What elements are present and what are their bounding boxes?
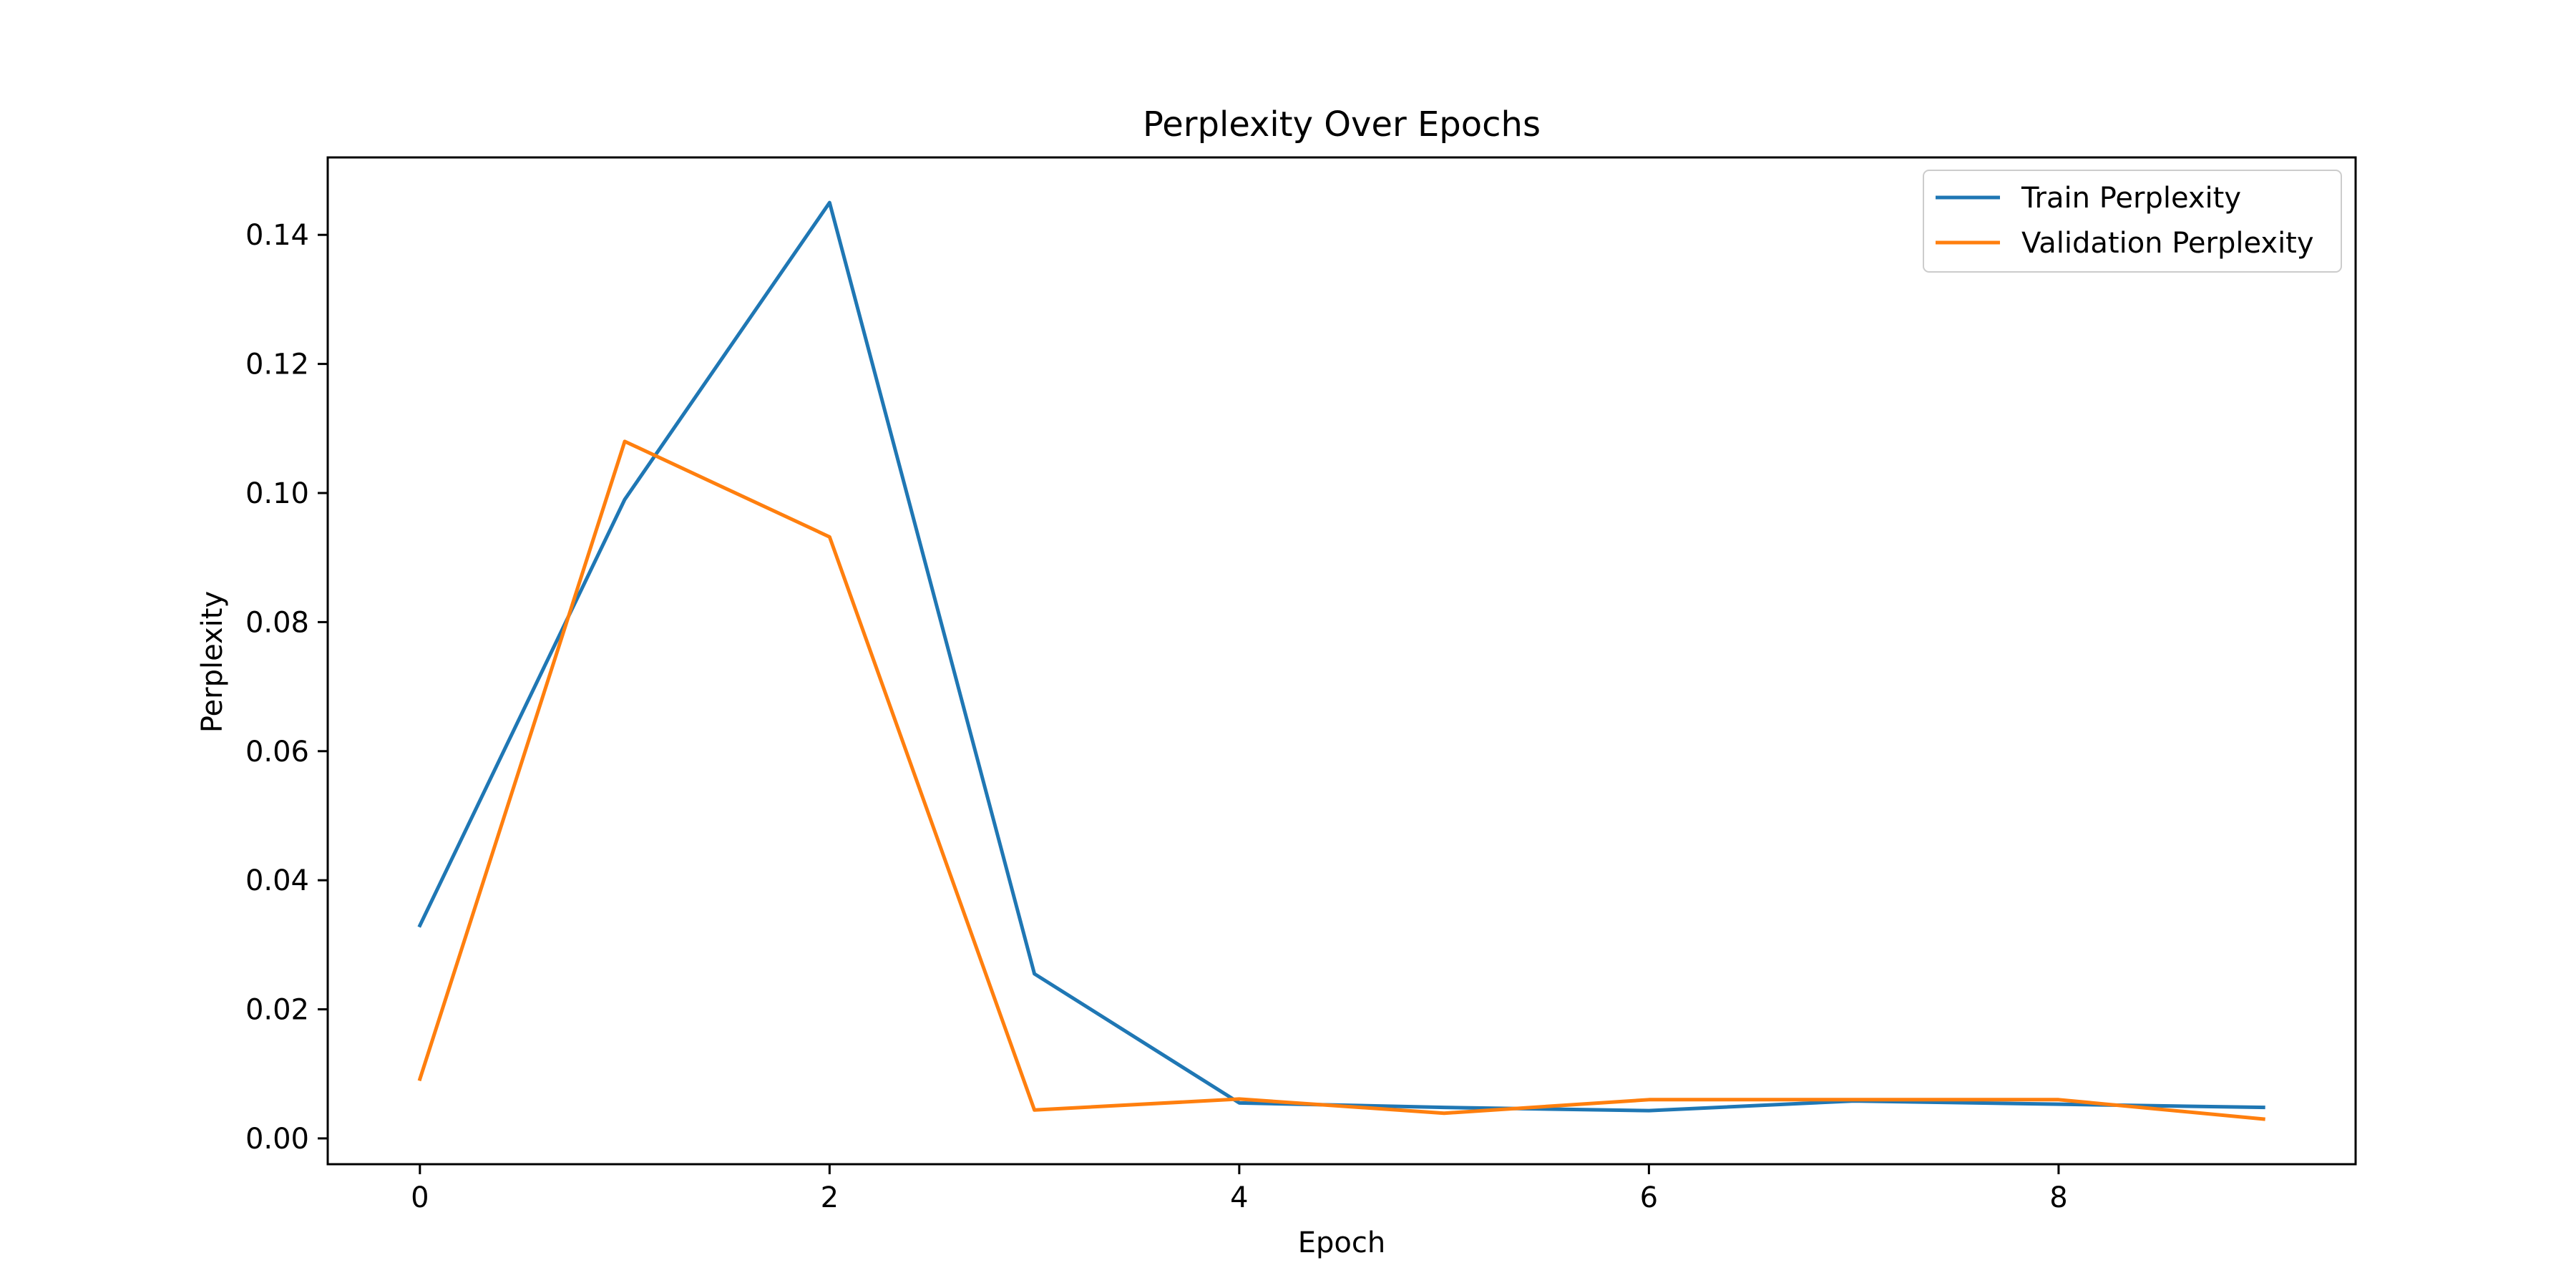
y-tick-label: 0.10: [245, 477, 309, 510]
y-tick-label: 0.08: [245, 606, 309, 639]
plot-background: [328, 157, 2356, 1164]
x-tick-label: 8: [2049, 1181, 2067, 1214]
y-tick-label: 0.12: [245, 348, 309, 381]
legend-label-validation: Validation Perplexity: [2021, 227, 2314, 260]
y-tick-label: 0.14: [245, 219, 309, 252]
y-axis-label: Perplexity: [196, 591, 229, 733]
legend: Train Perplexity Validation Perplexity: [1923, 170, 2342, 273]
axes-frame: [326, 156, 2357, 1166]
x-tick-label: 4: [1230, 1181, 1248, 1214]
plot-area: [328, 157, 2356, 1164]
chart-title: Perplexity Over Epochs: [1143, 104, 1541, 145]
series-line-validation: [417, 439, 2265, 1121]
y-tick-label: 0.04: [245, 864, 309, 897]
legend-label-train: Train Perplexity: [2021, 182, 2241, 215]
y-tick-label: 0.02: [245, 994, 309, 1027]
x-tick-label: 6: [1640, 1181, 1658, 1214]
x-tick-label: 2: [821, 1181, 839, 1214]
x-axis-label: Epoch: [1298, 1226, 1385, 1259]
y-tick-label: 0.00: [245, 1123, 309, 1156]
x-tick-label: 0: [411, 1181, 429, 1214]
legend-box: [1923, 170, 2342, 273]
axes-group: 0 2 4 6 8 0.00 0.02 0.04 0.06 0.08 0.10 0.12 0.14: [245, 156, 2357, 1214]
series-group: [417, 200, 2265, 1121]
y-tick-label: 0.06: [245, 736, 309, 769]
